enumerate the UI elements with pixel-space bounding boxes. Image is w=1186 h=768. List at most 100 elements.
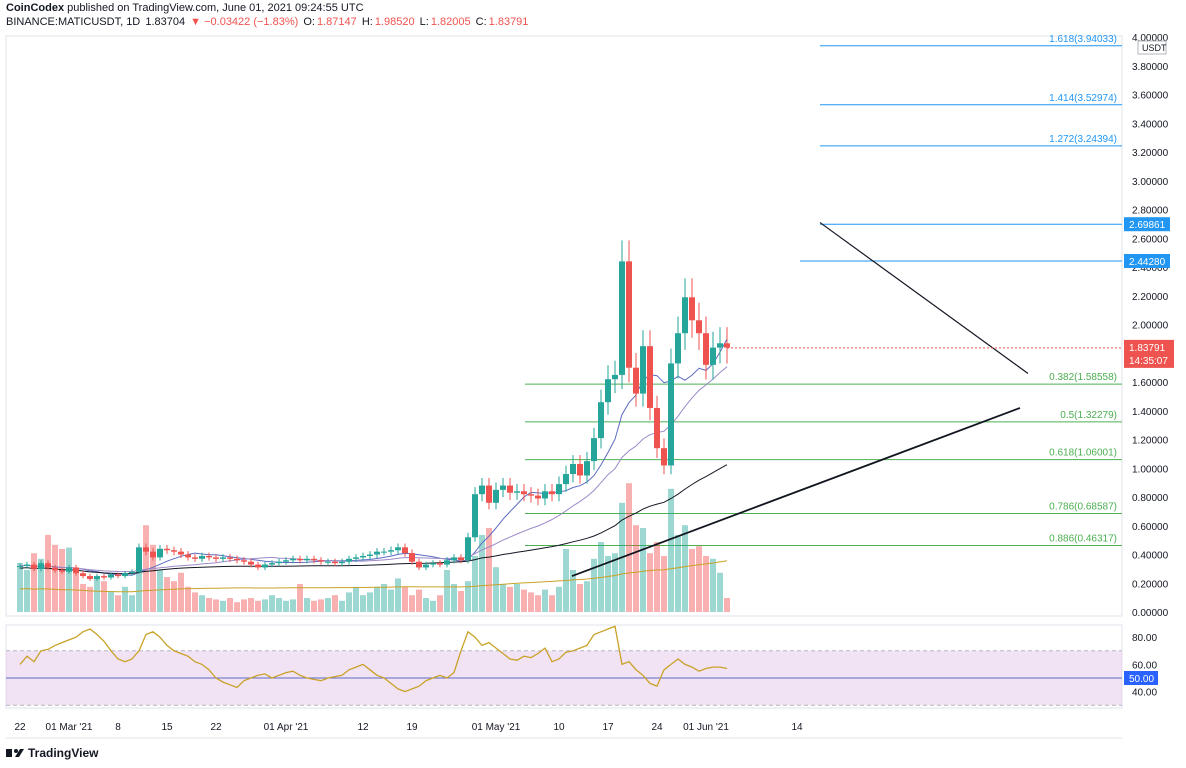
candle-body[interactable] — [696, 320, 702, 334]
candle-body[interactable] — [402, 547, 408, 554]
candle-body[interactable] — [164, 548, 170, 551]
candle-body[interactable] — [465, 537, 471, 561]
candle-body[interactable] — [192, 557, 198, 559]
candle-body[interactable] — [241, 560, 247, 562]
candle-body[interactable] — [255, 564, 261, 568]
candle-body[interactable] — [514, 491, 520, 493]
candle-body[interactable] — [577, 463, 583, 476]
candle-body[interactable] — [535, 495, 541, 499]
candle-body[interactable] — [612, 374, 618, 380]
candle-body[interactable] — [24, 564, 30, 567]
candle-body[interactable] — [374, 551, 380, 555]
candle-body[interactable] — [59, 570, 65, 572]
candle-body[interactable] — [598, 402, 604, 439]
candle-body[interactable] — [199, 555, 205, 559]
candle-body[interactable] — [710, 347, 716, 365]
candle-body[interactable] — [486, 485, 492, 503]
candle-body[interactable] — [409, 553, 415, 562]
candle-body[interactable] — [150, 551, 156, 558]
tradingview-brand[interactable]: TradingView — [28, 746, 99, 760]
candle-body[interactable] — [143, 547, 149, 552]
candle-body[interactable] — [521, 491, 527, 495]
candle-body[interactable] — [668, 363, 674, 466]
candle-body[interactable] — [507, 485, 513, 493]
candle-body[interactable] — [206, 555, 212, 558]
candle-body[interactable] — [500, 485, 506, 490]
candle-body[interactable] — [388, 550, 394, 552]
candle-body[interactable] — [549, 491, 555, 495]
candle-body[interactable] — [262, 564, 268, 568]
candle-body[interactable] — [80, 573, 86, 577]
candle-body[interactable] — [458, 557, 464, 561]
descending-trendline[interactable] — [819, 222, 1029, 374]
candle-body[interactable] — [297, 558, 303, 561]
candle-body[interactable] — [528, 494, 534, 496]
candle-body[interactable] — [416, 561, 422, 568]
candle-body[interactable] — [73, 567, 79, 574]
candle-body[interactable] — [185, 554, 191, 558]
candle-body[interactable] — [115, 574, 121, 577]
candle-body[interactable] — [542, 491, 548, 499]
candle-body[interactable] — [52, 567, 58, 571]
candle-body[interactable] — [178, 551, 184, 555]
candle-body[interactable] — [94, 576, 100, 579]
candle-body[interactable] — [654, 407, 660, 449]
symbol-label[interactable]: BINANCE:MATICUSDT, 1D — [6, 16, 141, 28]
candle-body[interactable] — [66, 567, 72, 572]
candle-body[interactable] — [339, 561, 345, 564]
candle-body[interactable] — [269, 563, 275, 565]
candle-body[interactable] — [234, 558, 240, 561]
candle-body[interactable] — [122, 573, 128, 577]
candle-body[interactable] — [381, 551, 387, 553]
candle-body[interactable] — [157, 548, 163, 558]
candle-body[interactable] — [444, 560, 450, 565]
candle-body[interactable] — [101, 576, 107, 578]
candle-body[interactable] — [38, 563, 44, 569]
candle-body[interactable] — [304, 558, 310, 561]
candle-body[interactable] — [108, 574, 114, 578]
candle-body[interactable] — [325, 561, 331, 563]
candle-body[interactable] — [563, 474, 569, 485]
candle-body[interactable] — [360, 555, 366, 558]
candle-body[interactable] — [675, 333, 681, 364]
candle-body[interactable] — [437, 563, 443, 565]
candle-body[interactable] — [17, 566, 23, 568]
candle-body[interactable] — [227, 557, 233, 559]
candle-body[interactable] — [283, 560, 289, 562]
candle-body[interactable] — [661, 448, 667, 466]
candle-body[interactable] — [129, 571, 135, 574]
candle-body[interactable] — [619, 261, 625, 375]
candle-body[interactable] — [220, 557, 226, 559]
candle-body[interactable] — [472, 494, 478, 538]
ascending-trendline[interactable] — [571, 407, 1021, 577]
candle-body[interactable] — [318, 560, 324, 562]
candle-body[interactable] — [31, 564, 37, 569]
candle-body[interactable] — [570, 463, 576, 475]
candle-body[interactable] — [171, 550, 177, 552]
candle-body[interactable] — [136, 547, 142, 572]
candle-body[interactable] — [353, 557, 359, 559]
candle-body[interactable] — [248, 561, 254, 565]
candle-body[interactable] — [626, 261, 632, 368]
candle-body[interactable] — [367, 554, 373, 556]
candle-body[interactable] — [332, 561, 338, 564]
candle-body[interactable] — [493, 489, 499, 503]
candle-body[interactable] — [605, 379, 611, 403]
candle-body[interactable] — [682, 297, 688, 334]
candle-body[interactable] — [87, 576, 93, 579]
candle-body[interactable] — [717, 343, 723, 348]
candle-body[interactable] — [703, 333, 709, 365]
candle-body[interactable] — [346, 558, 352, 562]
candle-body[interactable] — [213, 557, 219, 559]
candle-body[interactable] — [290, 558, 296, 561]
candle-body[interactable] — [647, 346, 653, 408]
candle-body[interactable] — [45, 563, 51, 568]
candle-body[interactable] — [451, 557, 457, 561]
candle-body[interactable] — [395, 547, 401, 551]
candle-body[interactable] — [591, 438, 597, 462]
candle-body[interactable] — [633, 367, 639, 394]
candle-body[interactable] — [430, 563, 436, 565]
candle-body[interactable] — [584, 461, 590, 476]
candle-body[interactable] — [640, 346, 646, 394]
